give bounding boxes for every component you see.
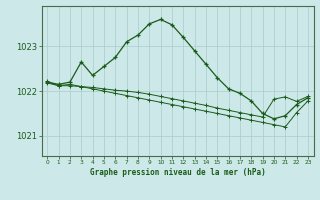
X-axis label: Graphe pression niveau de la mer (hPa): Graphe pression niveau de la mer (hPa) <box>90 168 266 177</box>
